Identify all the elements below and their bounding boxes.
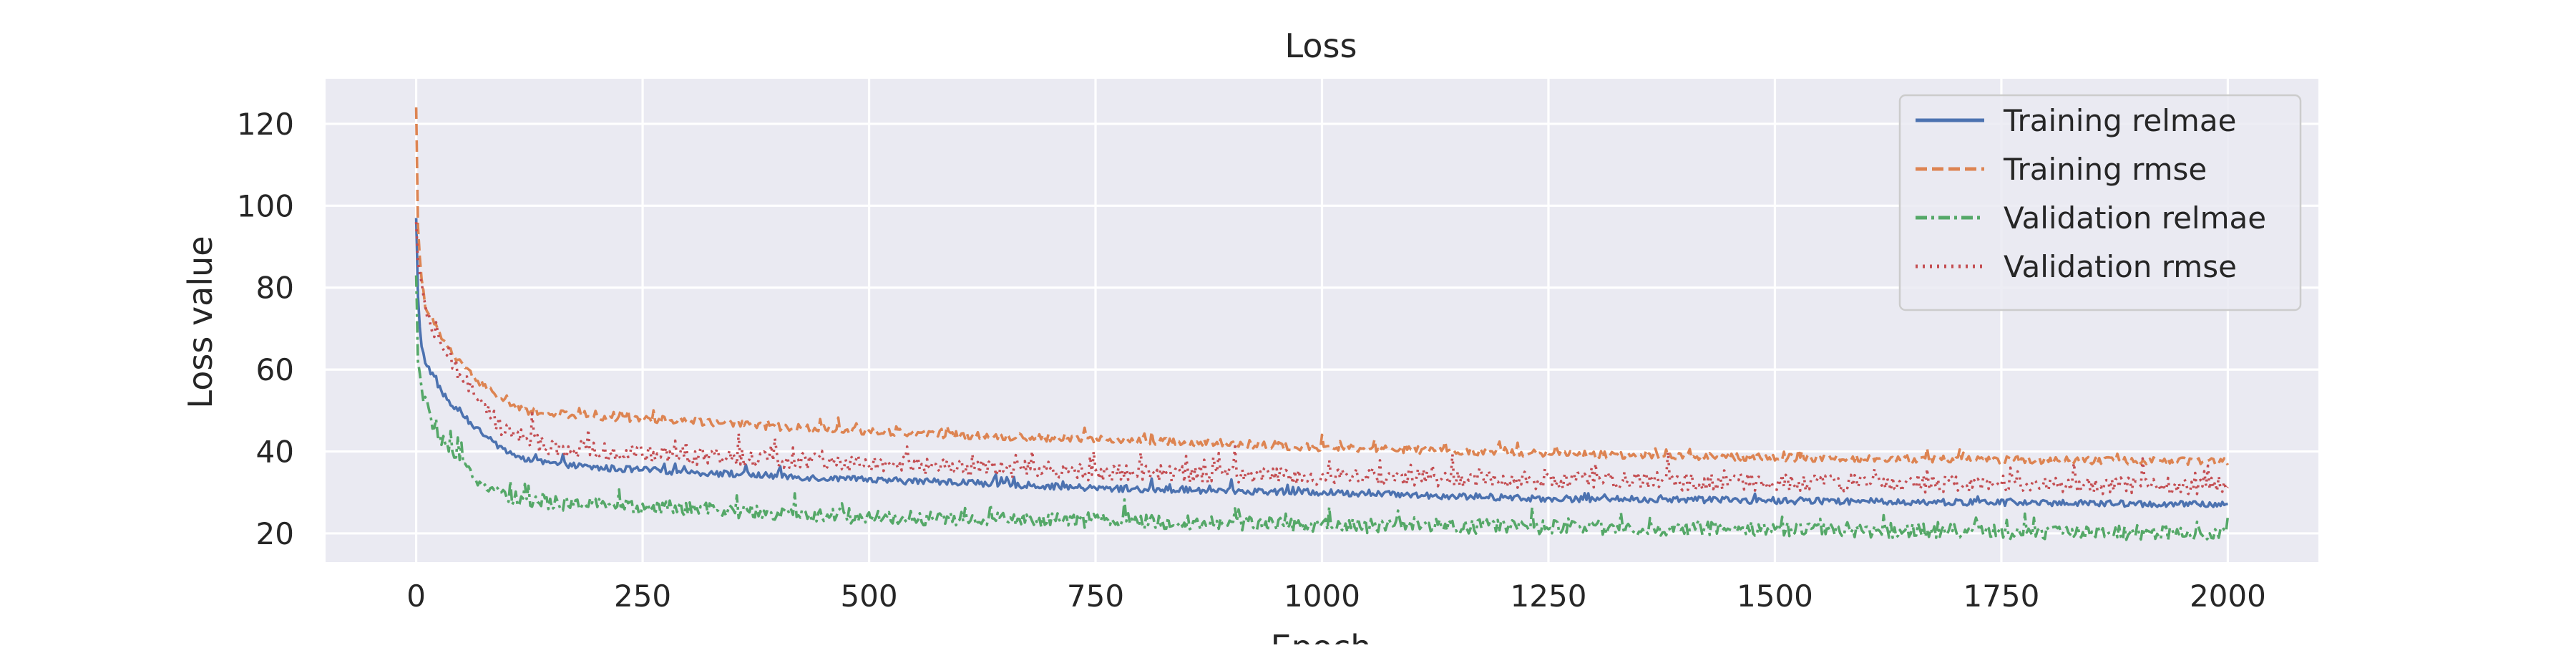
y-tick-label: 60 — [256, 352, 294, 387]
series-lines — [414, 107, 2230, 542]
legend-label: Training relmae — [2003, 103, 2236, 138]
y-tick-label: 40 — [256, 435, 294, 470]
x-tick-label: 500 — [840, 579, 897, 614]
axis-ticks: 0 250 500 750 1000 1250 1500 1750 2000 20 40 60 80 10… — [237, 107, 2266, 614]
x-tick-label: 250 — [614, 579, 671, 614]
chart-title: Loss — [1285, 26, 1357, 65]
legend-box — [1898, 94, 2302, 311]
x-tick-label: 2000 — [2190, 579, 2266, 614]
legend: Training relmae Training rmse Validation r… — [1898, 94, 2302, 311]
series-line-validation-relmae — [414, 275, 2230, 542]
series-line-training-rmse — [414, 107, 2229, 467]
y-tick-label: 80 — [256, 271, 294, 306]
y-axis-label: Loss value — [181, 236, 220, 408]
x-tick-label: 1250 — [1511, 579, 1587, 614]
legend-label: Validation relmae — [2004, 200, 2266, 236]
x-tick-label: 1500 — [1737, 579, 1813, 614]
x-tick-label: 1750 — [1963, 579, 2039, 614]
legend-label: Validation rmse — [2004, 249, 2237, 284]
x-tick-label: 1000 — [1284, 579, 1360, 614]
y-tick-label: 120 — [237, 107, 294, 142]
x-tick-label: 0 — [406, 579, 426, 614]
y-tick-label: 100 — [237, 188, 294, 223]
y-tick-label: 20 — [256, 516, 294, 551]
series-line-training-relmae — [414, 218, 2228, 508]
x-tick-label: 750 — [1067, 579, 1124, 614]
x-axis-label: Epoch — [1271, 628, 1372, 644]
legend-label: Training rmse — [2003, 152, 2207, 187]
